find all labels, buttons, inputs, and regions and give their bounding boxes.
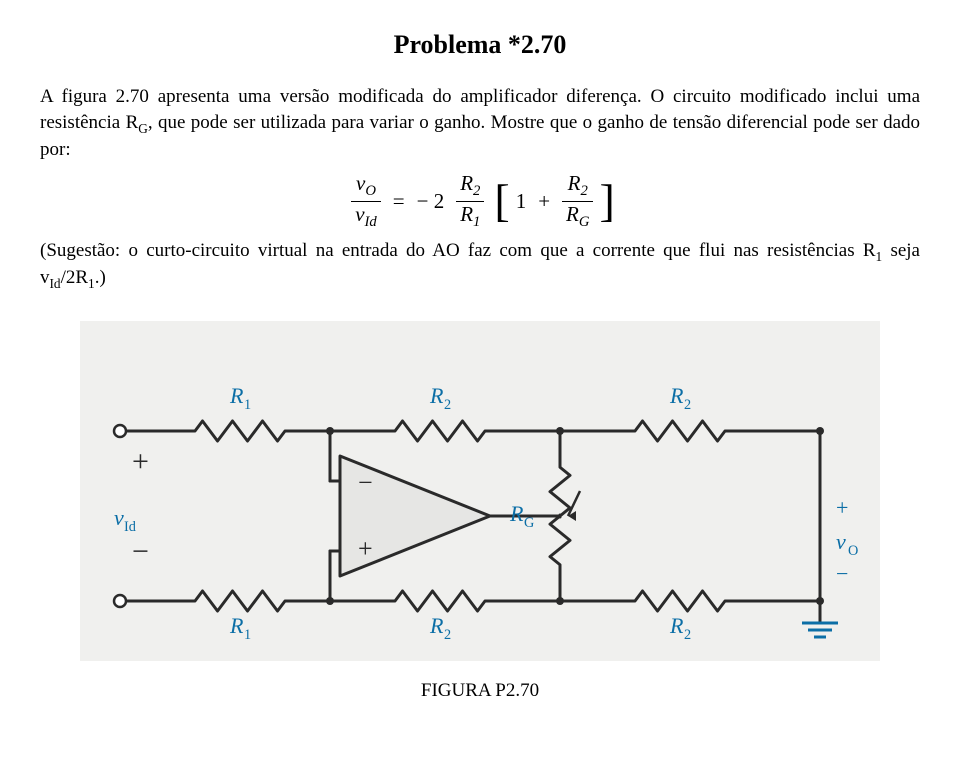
- eq-lhs-den: v: [355, 202, 364, 226]
- eq-f1ds: 1: [473, 214, 480, 230]
- eq-plus: +: [538, 189, 550, 214]
- eq-frac2: R2 RG: [562, 171, 593, 232]
- svg-text:2: 2: [444, 397, 451, 413]
- p2-c: /2R: [61, 267, 88, 288]
- svg-text:1: 1: [244, 397, 251, 413]
- eq-bracket: [ 1 + R2 RG ]: [494, 171, 614, 232]
- eq-frac1: R2 R1: [456, 171, 484, 232]
- svg-text:R: R: [429, 613, 444, 638]
- p1-b: , que pode ser utilizada para variar o g…: [40, 112, 920, 161]
- svg-text:R: R: [509, 501, 524, 526]
- svg-text:v: v: [114, 505, 124, 530]
- eq-f2ns: 2: [581, 183, 588, 199]
- svg-text:R: R: [669, 383, 684, 408]
- eq-f2n: R: [568, 171, 581, 195]
- eq-f1n: R: [460, 171, 473, 195]
- svg-text:−: −: [836, 561, 848, 586]
- p1-sub1: G: [138, 120, 148, 135]
- svg-text:2: 2: [444, 627, 451, 643]
- svg-text:2: 2: [684, 627, 691, 643]
- eq-f1d: R: [460, 202, 473, 226]
- svg-text:O: O: [848, 543, 858, 559]
- svg-text:R: R: [229, 383, 244, 408]
- eq-lhs-num-sub: O: [365, 183, 376, 199]
- eq-lhs: vO vId: [351, 171, 381, 232]
- paragraph-2: (Sugestão: o curto-circuito virtual na e…: [40, 238, 920, 293]
- eq-lhs-den-sub: Id: [365, 214, 377, 230]
- p2-s2: Id: [50, 276, 61, 291]
- svg-text:R: R: [229, 613, 244, 638]
- svg-text:G: G: [524, 515, 534, 531]
- svg-text:1: 1: [244, 627, 251, 643]
- svg-text:2: 2: [684, 397, 691, 413]
- figure: R1R2R2R1R2R2+vO−−+RG+−vId FIGURA P2.70: [40, 321, 920, 702]
- page-title: Problema *2.70: [40, 30, 920, 60]
- svg-text:R: R: [669, 613, 684, 638]
- circuit-diagram: R1R2R2R1R2R2+vO−−+RG+−vId: [80, 321, 880, 661]
- p2-s3: 1: [88, 276, 95, 291]
- eq-lhs-num: v: [356, 171, 365, 195]
- eq-f2ds: G: [579, 214, 590, 230]
- paragraph-1: A figura 2.70 apresenta uma versão modif…: [40, 84, 920, 163]
- svg-text:+: +: [132, 445, 149, 478]
- svg-text:v: v: [836, 529, 846, 554]
- eq-coeff: − 2: [417, 189, 445, 214]
- eq-f1ns: 2: [473, 183, 480, 199]
- p2-d: .): [95, 267, 106, 288]
- equation: vO vId = − 2 R2 R1 [ 1 + R2 RG ]: [40, 171, 920, 232]
- svg-text:−: −: [132, 535, 149, 568]
- svg-text:+: +: [836, 495, 848, 520]
- svg-text:Id: Id: [124, 519, 136, 535]
- svg-text:−: −: [358, 468, 373, 497]
- eq-f2d: R: [566, 202, 579, 226]
- p2-a: (Sugestão: o curto-circuito virtual na e…: [40, 240, 876, 261]
- figure-caption: FIGURA P2.70: [40, 680, 920, 702]
- eq-one: 1: [516, 189, 527, 214]
- svg-text:R: R: [429, 383, 444, 408]
- eq-sign: =: [393, 189, 405, 214]
- svg-text:+: +: [358, 534, 373, 563]
